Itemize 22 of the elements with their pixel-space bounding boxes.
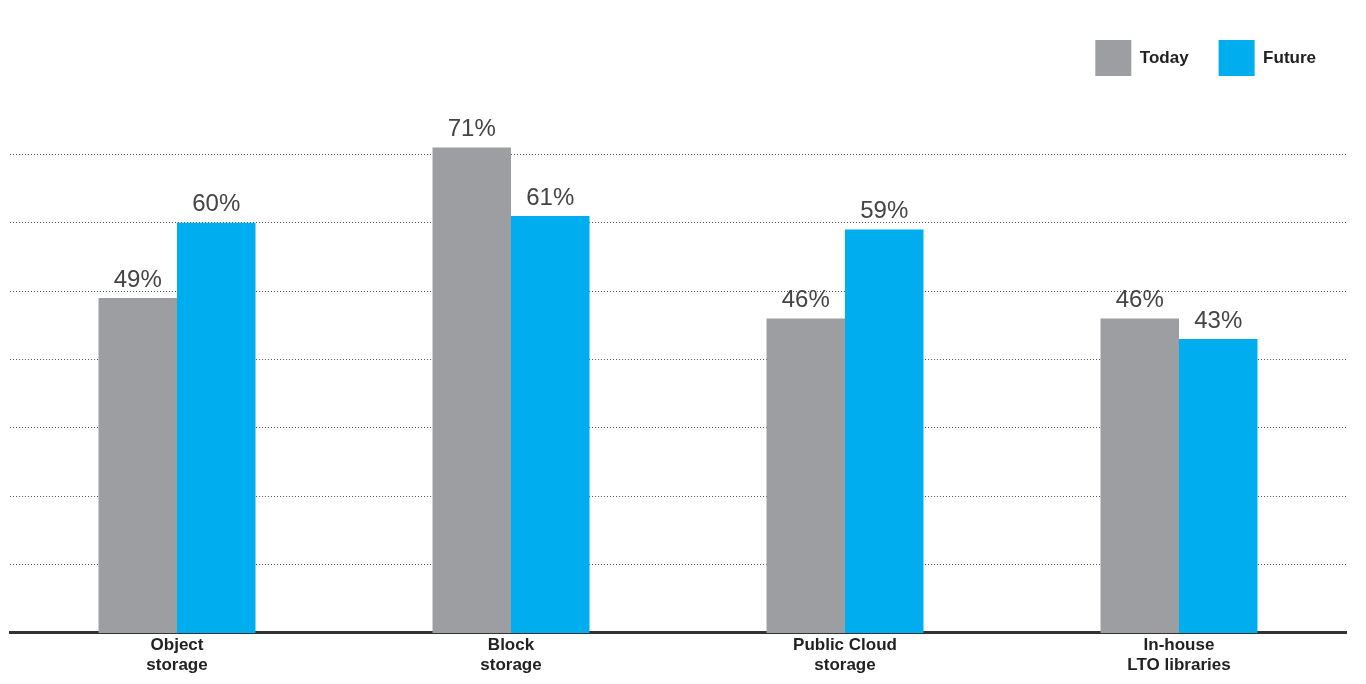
bar [1100, 318, 1179, 633]
bar [511, 215, 590, 633]
bar [1179, 338, 1258, 633]
bar [766, 318, 845, 633]
data-label: 59% [860, 196, 909, 224]
data-label: 46% [781, 285, 830, 313]
x-tick-label: Public Cloud storage [793, 635, 897, 674]
data-label: 60% [192, 189, 241, 217]
legend-label: Today [1139, 47, 1190, 67]
bar [98, 297, 177, 633]
data-label: 61% [526, 182, 575, 210]
bar [845, 229, 924, 633]
x-tick-label: Block storage [480, 635, 542, 674]
data-label: 46% [1115, 285, 1164, 313]
data-label: 49% [113, 264, 162, 292]
data-label: 71% [447, 114, 496, 142]
data-label: 43% [1194, 305, 1243, 333]
x-tick-label: Object storage [146, 635, 208, 674]
legend-label: Future [1263, 47, 1317, 67]
bar [432, 147, 511, 633]
bar [177, 222, 256, 633]
x-tick-label: In-house LTO libraries [1127, 635, 1231, 674]
